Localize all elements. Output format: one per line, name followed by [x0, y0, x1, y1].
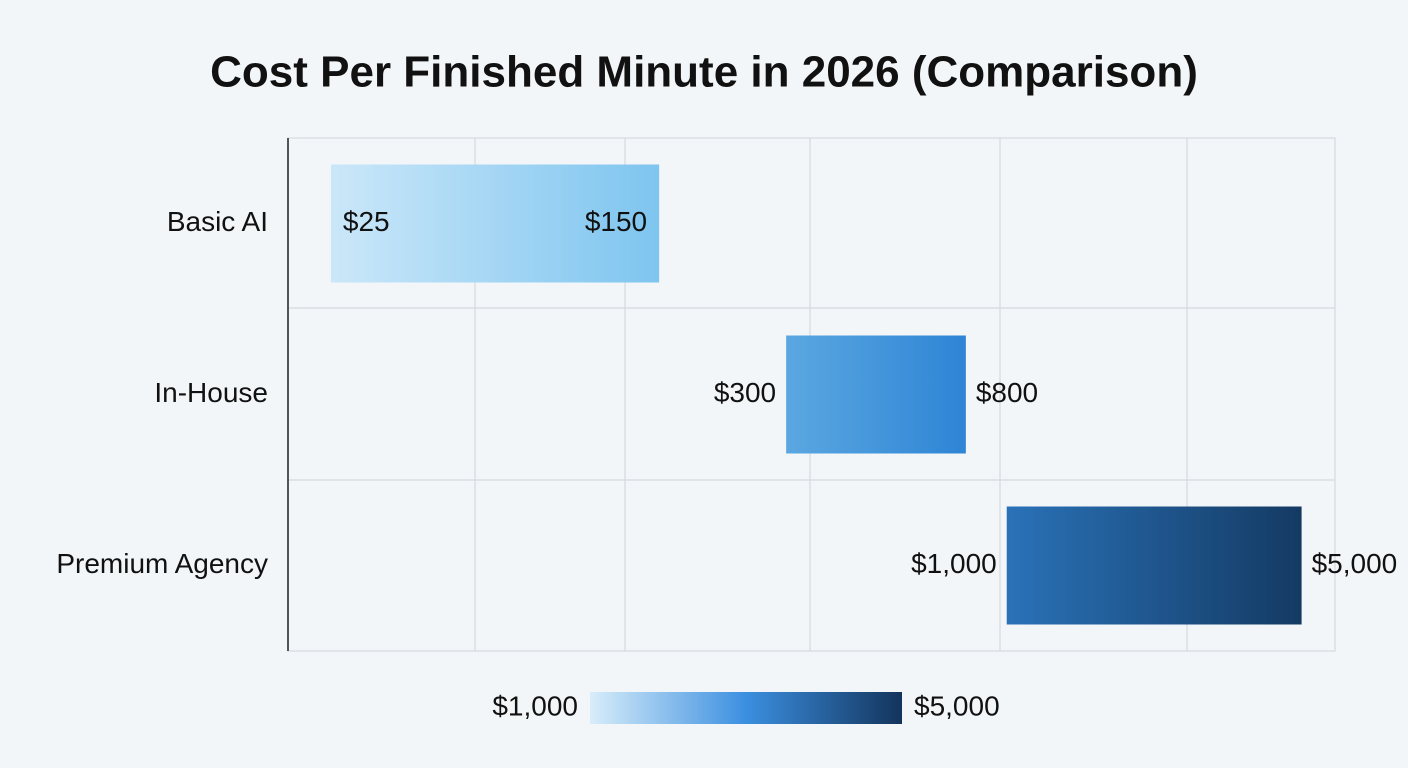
range-bar [1006, 506, 1302, 625]
colorbar-label: $5,000 [914, 690, 1000, 721]
value-label: $800 [976, 377, 1038, 408]
value-label: $1,000 [911, 548, 997, 579]
value-label: $5,000 [1312, 548, 1398, 579]
category-label: In-House [154, 377, 268, 408]
value-label: $300 [714, 377, 776, 408]
category-label: Basic AI [167, 206, 268, 237]
range-bar [786, 335, 966, 454]
category-label: Premium Agency [56, 548, 268, 579]
range-bar [330, 164, 660, 283]
value-label: $25 [343, 206, 390, 237]
chart-title: Cost Per Finished Minute in 2026 (Compar… [210, 48, 1198, 97]
colorbar-label: $1,000 [492, 690, 578, 721]
colorbar [590, 692, 902, 724]
value-label: $150 [585, 206, 647, 237]
